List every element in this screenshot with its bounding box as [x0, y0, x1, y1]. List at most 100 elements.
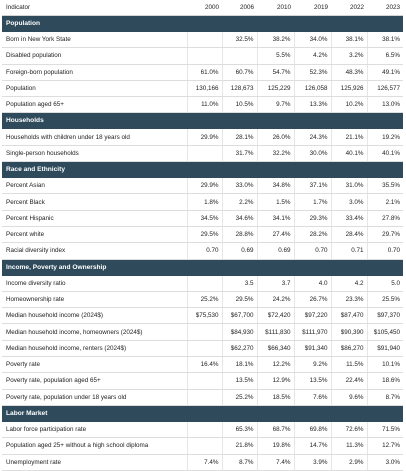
value-cell: 3.2% [330, 47, 367, 65]
value-cell: 0.71 [330, 242, 367, 260]
value-cell: 38.2% [256, 31, 294, 49]
value-cell: 22.4% [330, 372, 367, 390]
value-cell: 27.4% [256, 226, 294, 244]
table-row: Percent white 29.5% 28.8% 27.4% 28.2% 28.4% 29… [2, 226, 403, 244]
indicator-label: Foreign-born population [2, 64, 187, 81]
value-cell: 60.7% [221, 64, 257, 81]
section-header: Labor Market [2, 405, 403, 422]
indicator-label: Percent white [2, 226, 187, 244]
value-cell: $86,270 [330, 340, 367, 358]
value-cell: 3.7 [256, 275, 294, 292]
value-cell: 11.3% [330, 437, 367, 455]
value-cell: $67,700 [221, 307, 257, 325]
indicator-label: Poverty rate, population under 18 years … [2, 389, 187, 406]
value-cell: 54.7% [256, 64, 294, 81]
value-cell [186, 437, 222, 455]
table-row: Population aged 65+ 11.0% 10.5% 9.7% 13.3% 10… [2, 96, 403, 114]
value-cell: 12.7% [366, 437, 403, 455]
value-cell: 34.1% [256, 210, 294, 227]
value-cell: 49.1% [366, 64, 403, 81]
value-cell: 37.1% [293, 177, 331, 195]
value-cell: 13.5% [293, 372, 331, 390]
section-header: Population [2, 15, 403, 32]
indicator-label: Median household income (2024$) [2, 307, 187, 325]
value-cell: $84,930 [221, 323, 257, 341]
column-header: 2023 [367, 0, 403, 16]
value-cell: 11.0% [186, 96, 222, 114]
value-cell: 11.5% [330, 356, 367, 374]
section-header: Race and Ethnicity [2, 161, 403, 179]
table-row: Population 130,166 128,673 125,229 126,058 12… [2, 80, 403, 98]
value-cell [186, 389, 222, 406]
value-cell: 28.2% [293, 226, 331, 244]
value-cell: 38.1% [366, 31, 403, 49]
value-cell: 10.2% [330, 96, 367, 114]
table-row: Households with children under 18 years … [2, 128, 403, 146]
value-cell [186, 47, 222, 65]
value-cell: 2.1% [366, 193, 403, 211]
value-cell: 29.9% [186, 177, 222, 195]
value-cell: 18.1% [221, 356, 257, 374]
value-cell: 130,166 [186, 80, 222, 98]
value-cell: 29.5% [186, 226, 222, 244]
section-header: Income, Poverty and Ownership [2, 259, 403, 276]
value-cell: 3.5 [221, 275, 257, 292]
indicator-label: Poverty rate, population aged 65+ [2, 372, 187, 390]
value-cell: 69.8% [293, 421, 331, 439]
indicator-label: Unemployment rate [2, 454, 187, 471]
value-cell: $111,970 [293, 323, 331, 341]
column-header: 2000 [187, 0, 222, 16]
value-cell: 19.2% [366, 128, 403, 146]
value-cell: 10.1% [366, 356, 403, 374]
value-cell: 21.8% [221, 437, 257, 455]
value-cell: 31.7% [221, 145, 257, 163]
table-row: Median household income (2024$) $75,530 $6… [2, 307, 403, 325]
value-cell [186, 275, 222, 292]
value-cell [186, 372, 222, 390]
value-cell: 8.7% [221, 454, 257, 471]
value-cell: 65.3% [221, 421, 257, 439]
value-cell: 8.7% [366, 389, 403, 406]
value-cell: $87,470 [330, 307, 367, 325]
indicator-label: Born in New York State [2, 31, 187, 49]
value-cell: 29.5% [221, 291, 257, 309]
value-cell: 0.69 [221, 242, 257, 260]
value-cell: $97,220 [293, 307, 331, 325]
column-header: Indicator [2, 0, 187, 16]
value-cell: 4.0 [293, 275, 331, 292]
value-cell: 2.2% [221, 193, 257, 211]
value-cell: 0.69 [256, 242, 294, 260]
value-cell: 12.9% [256, 372, 294, 390]
value-cell: 40.1% [366, 145, 403, 163]
value-cell: 2.9% [330, 454, 367, 471]
value-cell: $62,270 [221, 340, 257, 358]
value-cell: 0.70 [186, 242, 222, 260]
table-row: Poverty rate 16.4% 18.1% 12.2% 9.2% 11.5% 10.1… [2, 356, 403, 374]
value-cell: $97,370 [366, 307, 403, 325]
table-row: Single-person households 31.7% 32.2% 30.0% 4… [2, 145, 403, 163]
table-row: Unemployment rate 7.4% 8.7% 7.4% 3.9% 2.9% 3.0… [2, 454, 403, 471]
indicator-label: Median household income, homeowners (202… [2, 323, 187, 341]
value-cell: 31.0% [330, 177, 367, 195]
table-body: Population Born in New York State 32.5% 38.… [2, 15, 403, 471]
value-cell: 19.8% [256, 437, 294, 455]
value-cell: 33.0% [221, 177, 257, 195]
value-cell: 1.5% [256, 193, 294, 211]
indicator-label: Poverty rate [2, 356, 187, 374]
value-cell: 24.2% [256, 291, 294, 309]
value-cell: 30.0% [293, 145, 331, 163]
value-cell: 28.1% [221, 128, 257, 146]
table-row: Income diversity ratio 3.5 3.7 4.0 4.2 5.0 [2, 275, 403, 292]
value-cell: $90,390 [330, 323, 367, 341]
table-row: Percent Asian 29.9% 33.0% 34.8% 37.1% 31.0% 35… [2, 177, 403, 195]
value-cell: 32.5% [221, 31, 257, 49]
value-cell: 23.3% [330, 291, 367, 309]
value-cell: 72.6% [330, 421, 367, 439]
value-cell: $111,830 [256, 323, 294, 341]
value-cell: 25.2% [186, 291, 222, 309]
indicator-label: Disabled population [2, 47, 187, 65]
indicator-label: Labor force participation rate [2, 421, 187, 439]
column-header: 2010 [257, 0, 294, 16]
value-cell: $105,450 [366, 323, 403, 341]
value-cell: $72,420 [256, 307, 294, 325]
